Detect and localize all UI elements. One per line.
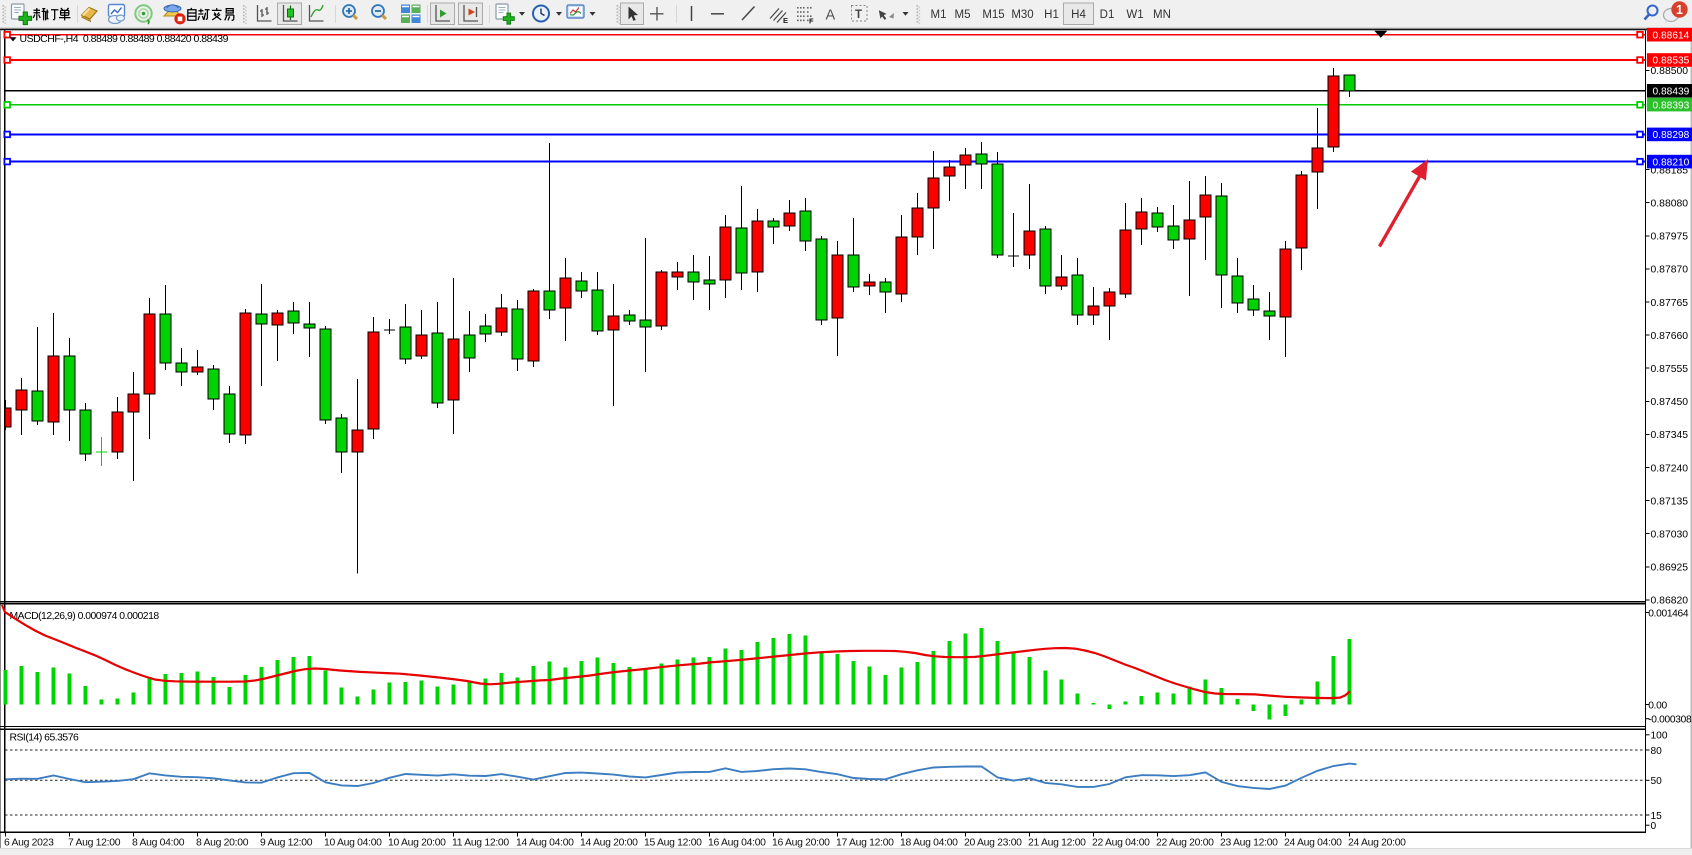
svg-text:0.87660: 0.87660 <box>1651 331 1689 342</box>
svg-text:W1: W1 <box>1126 9 1143 21</box>
svg-text:0.88439: 0.88439 <box>1653 87 1690 98</box>
svg-text:0.88614: 0.88614 <box>1653 30 1690 41</box>
svg-text:RSI(14) 65.3576: RSI(14) 65.3576 <box>10 733 79 744</box>
svg-text:0.87135: 0.87135 <box>1651 496 1689 507</box>
svg-text:11 Aug 12:00: 11 Aug 12:00 <box>452 838 509 849</box>
svg-text:17 Aug 12:00: 17 Aug 12:00 <box>836 838 894 849</box>
svg-text:1: 1 <box>1676 3 1683 17</box>
svg-text:F: F <box>809 17 814 26</box>
svg-text:15 Aug 12:00: 15 Aug 12:00 <box>644 838 702 849</box>
svg-text:M1: M1 <box>931 9 947 21</box>
svg-text:16 Aug 04:00: 16 Aug 04:00 <box>708 838 766 849</box>
svg-text:8 Aug 04:00: 8 Aug 04:00 <box>132 838 185 849</box>
svg-text:0.88185: 0.88185 <box>1651 165 1689 176</box>
svg-text:M15: M15 <box>982 9 1004 21</box>
svg-text:80: 80 <box>1651 746 1663 757</box>
svg-text:16 Aug 20:00: 16 Aug 20:00 <box>772 838 830 849</box>
svg-text:0: 0 <box>1651 821 1657 832</box>
svg-text:0.88210: 0.88210 <box>1653 157 1690 168</box>
svg-text:21 Aug 12:00: 21 Aug 12:00 <box>1028 838 1086 849</box>
svg-text:0.87555: 0.87555 <box>1651 364 1689 375</box>
svg-text:0.87765: 0.87765 <box>1651 298 1689 309</box>
svg-text:0.88393: 0.88393 <box>1653 100 1690 111</box>
svg-text:14 Aug 04:00: 14 Aug 04:00 <box>516 838 574 849</box>
svg-text:22 Aug 20:00: 22 Aug 20:00 <box>1156 838 1214 849</box>
svg-text:0.88500: 0.88500 <box>1651 66 1689 77</box>
svg-text:H1: H1 <box>1044 9 1059 21</box>
svg-text:9 Aug 12:00: 9 Aug 12:00 <box>260 838 313 849</box>
svg-text:0.87870: 0.87870 <box>1651 265 1689 276</box>
svg-text:15: 15 <box>1651 811 1663 822</box>
svg-text:7 Aug 12:00: 7 Aug 12:00 <box>68 838 121 849</box>
svg-text:14 Aug 20:00: 14 Aug 20:00 <box>580 838 638 849</box>
svg-text:M5: M5 <box>955 9 971 21</box>
svg-text:E: E <box>783 16 788 25</box>
svg-text:0.86925: 0.86925 <box>1651 563 1689 574</box>
svg-text:23 Aug 12:00: 23 Aug 12:00 <box>1220 838 1278 849</box>
svg-text:6 Aug 2023: 6 Aug 2023 <box>4 838 54 849</box>
svg-text:0.87030: 0.87030 <box>1651 530 1689 541</box>
svg-text:H4: H4 <box>1071 9 1086 21</box>
svg-text:20 Aug 23:00: 20 Aug 23:00 <box>964 838 1022 849</box>
svg-text:0.001464: 0.001464 <box>1648 608 1689 619</box>
svg-text:0.87240: 0.87240 <box>1651 463 1689 474</box>
svg-text:24 Aug 04:00: 24 Aug 04:00 <box>1284 838 1342 849</box>
svg-text:0.87345: 0.87345 <box>1651 430 1689 441</box>
svg-text:10 Aug 20:00: 10 Aug 20:00 <box>388 838 446 849</box>
svg-text:8 Aug 20:00: 8 Aug 20:00 <box>196 838 249 849</box>
svg-text:22 Aug 04:00: 22 Aug 04:00 <box>1092 838 1150 849</box>
svg-text:USDCHF-,H4 0.88489 0.88489 0.: USDCHF-,H4 0.88489 0.88489 0.88420 0.884… <box>20 33 229 45</box>
svg-text:18 Aug 04:00: 18 Aug 04:00 <box>900 838 958 849</box>
svg-text:100: 100 <box>1651 731 1668 742</box>
svg-text:0.88298: 0.88298 <box>1653 130 1690 141</box>
svg-text:D1: D1 <box>1100 9 1115 21</box>
svg-text:MN: MN <box>1153 9 1171 21</box>
svg-text:M30: M30 <box>1011 9 1033 21</box>
svg-text:0.87975: 0.87975 <box>1651 232 1689 243</box>
svg-text:0.00: 0.00 <box>1648 700 1667 711</box>
svg-text:0.88535: 0.88535 <box>1653 56 1690 67</box>
svg-text:0.88080: 0.88080 <box>1651 199 1689 210</box>
svg-text:MACD(12,26,9) 0.000974 0.00021: MACD(12,26,9) 0.000974 0.000218 <box>10 611 160 622</box>
svg-text:24 Aug 20:00: 24 Aug 20:00 <box>1348 838 1406 849</box>
svg-text:-0.000308: -0.000308 <box>1648 715 1692 726</box>
svg-text:50: 50 <box>1651 776 1663 787</box>
svg-text:T: T <box>855 9 862 21</box>
svg-text:10 Aug 04:00: 10 Aug 04:00 <box>324 838 382 849</box>
svg-text:0.86820: 0.86820 <box>1651 596 1689 607</box>
svg-text:A: A <box>826 8 836 24</box>
svg-text:0.87450: 0.87450 <box>1651 397 1689 408</box>
